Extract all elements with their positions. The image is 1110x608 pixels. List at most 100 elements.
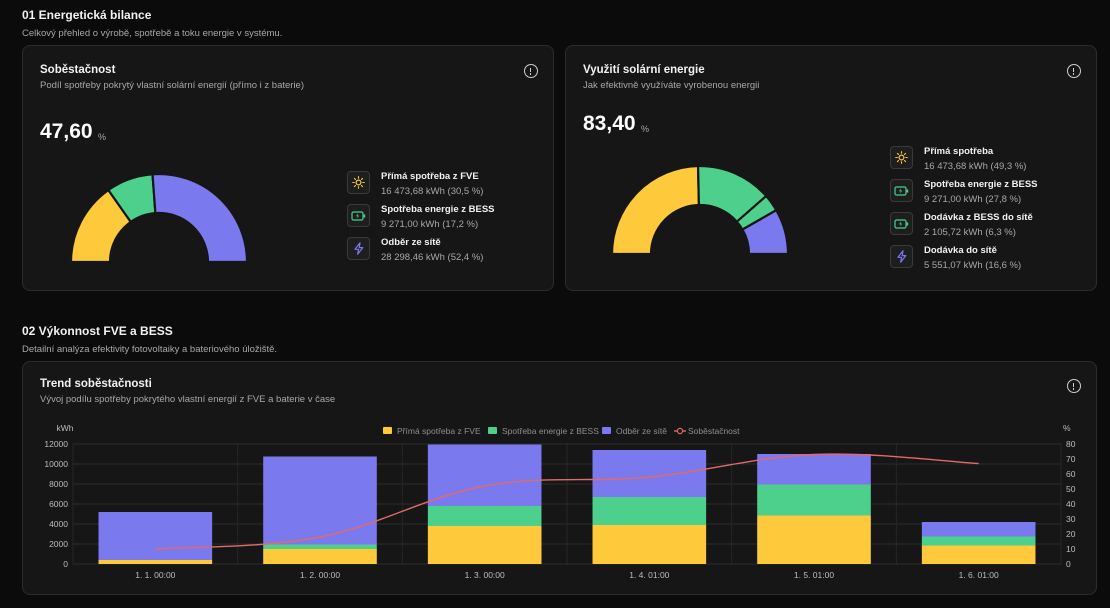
card-title: Soběstačnost (40, 64, 116, 76)
legend-item-value: 9 271,00 kWh (27,8 %) (924, 194, 1022, 205)
legend-item-value: 16 473,68 kWh (30,5 %) (381, 186, 484, 197)
legend-item-label: Přímá spotřeba z FVE (381, 171, 479, 182)
info-icon[interactable] (1067, 379, 1081, 393)
legend-item-label: Přímá spotřeba (924, 146, 994, 157)
chart-legend-label: Odběr ze sítě (616, 426, 667, 436)
bar-segment[interactable] (98, 560, 213, 564)
bar-segment[interactable] (427, 526, 542, 564)
legend-item-label: Odběr ze sítě (381, 237, 441, 248)
trend-chart: 0 2000 4000 6000 8000 10000 12000 0 10 20 30 40 50 60… (44, 423, 1076, 580)
x-tick-label: 1. 2. 00:00 (300, 570, 340, 580)
bar-segment[interactable] (98, 512, 213, 560)
chart-legend-item[interactable]: Odběr ze sítě (602, 426, 667, 436)
bar-segment[interactable] (757, 484, 871, 516)
gauge-segment-2[interactable] (151, 172, 249, 264)
gauge-segment-0[interactable] (610, 164, 701, 256)
x-tick-label: 1. 4. 01:00 (629, 570, 669, 580)
chart-legend-item[interactable]: Přímá spotřeba z FVE (383, 426, 481, 436)
solar-usage-card: Využití solární energie Jak efektivně vy… (565, 45, 1097, 291)
y-left-tick: 6000 (49, 499, 68, 509)
chart-legend-label: Přímá spotřeba z FVE (397, 426, 481, 436)
y-right-label: % (1063, 423, 1071, 433)
y-right-tick: 50 (1066, 484, 1076, 494)
solar-usage-value: 83,40 (583, 112, 636, 135)
legend-swatch (383, 427, 392, 434)
legend-item-value: 9 271,00 kWh (17,2 %) (381, 219, 479, 230)
legend-dot-swatch (676, 427, 684, 435)
legend-swatch (488, 427, 497, 434)
bar-segment[interactable] (592, 525, 707, 564)
sun-icon (347, 171, 370, 194)
legend-item-value: 16 473,68 kWh (49,3 %) (924, 161, 1027, 172)
y-right-tick: 40 (1066, 499, 1076, 509)
sun-icon (890, 146, 913, 169)
section-subtitle: Detailní analýza efektivity fotovoltaiky… (22, 344, 278, 355)
trend-card: Trend soběstačnosti Vývoj podílu spotřeb… (22, 361, 1097, 595)
bar-segment[interactable] (263, 544, 377, 550)
legend-swatch (602, 427, 611, 434)
lightning-icon (347, 237, 370, 260)
chart-legend-item[interactable]: Soběstačnost (674, 426, 740, 436)
battery-icon (890, 179, 913, 202)
y-right-tick: 80 (1066, 439, 1076, 449)
y-left-tick: 10000 (44, 459, 68, 469)
y-left-tick: 12000 (44, 439, 68, 449)
self-sufficiency-gauge (69, 172, 249, 264)
section-title: 02 Výkonnost FVE a BESS (22, 324, 173, 338)
self-sufficiency-unit: % (98, 132, 107, 142)
battery-icon (347, 204, 370, 227)
card-subtitle: Podíl spotřeby pokrytý vlastní solární e… (40, 80, 305, 91)
y-right-tick: 70 (1066, 454, 1076, 464)
card-title: Využití solární energie (583, 64, 705, 76)
bar-segment[interactable] (592, 450, 707, 497)
bar-segment[interactable] (921, 522, 1036, 537)
bar-segment[interactable] (427, 506, 542, 526)
bar-segment[interactable] (592, 497, 707, 525)
x-tick-label: 1. 1. 00:00 (135, 570, 175, 580)
x-tick-label: 1. 3. 00:00 (465, 570, 505, 580)
solar-usage-unit: % (641, 124, 650, 134)
y-right-tick: 0 (1066, 559, 1071, 569)
legend-item-label: Spotřeba energie z BESS (924, 179, 1038, 190)
battery-icon (890, 212, 913, 235)
section-title: 01 Energetická bilance (22, 8, 152, 22)
y-right-tick: 30 (1066, 514, 1076, 524)
legend-item-label: Spotřeba energie z BESS (381, 204, 495, 215)
legend-item-label: Dodávka do sítě (924, 245, 997, 256)
info-icon[interactable] (524, 64, 538, 78)
y-left-tick: 4000 (49, 519, 68, 529)
y-left-tick: 0 (63, 559, 68, 569)
x-tick-label: 1. 6. 01:00 (959, 570, 999, 580)
chart-legend-label: Soběstačnost (688, 426, 740, 436)
chart-legend-item[interactable]: Spotřeba energie z BESS (488, 426, 599, 436)
card-subtitle: Vývoj podílu spotřeby pokrytého vlastní … (40, 394, 336, 405)
legend-item-value: 28 298,46 kWh (52,4 %) (381, 252, 484, 263)
chart-legend-label: Spotřeba energie z BESS (502, 426, 599, 436)
y-left-tick: 8000 (49, 479, 68, 489)
x-tick-label: 1. 5. 01:00 (794, 570, 834, 580)
self-sufficiency-value: 47,60 (40, 120, 93, 143)
y-right-tick: 60 (1066, 469, 1076, 479)
y-left-label: kWh (57, 423, 74, 433)
bar-segment[interactable] (757, 515, 871, 565)
bar-segment[interactable] (757, 454, 871, 485)
y-right-tick: 20 (1066, 529, 1076, 539)
section-subtitle: Celkový přehled o výrobě, spotřebě a tok… (22, 28, 283, 39)
self-sufficiency-card: Soběstačnost Podíl spotřeby pokrytý vlas… (22, 45, 554, 291)
card-title: Trend soběstačnosti (40, 378, 152, 390)
bar-segment[interactable] (921, 545, 1036, 565)
bar-segment[interactable] (263, 549, 377, 564)
legend-item-label: Dodávka z BESS do sítě (924, 212, 1033, 223)
bar-segment[interactable] (263, 456, 377, 545)
y-right-tick: 10 (1066, 544, 1076, 554)
card-subtitle: Jak efektivně využíváte vyrobenou energi… (583, 80, 760, 91)
y-left-tick: 2000 (49, 539, 68, 549)
gauge-segment-3[interactable] (740, 208, 790, 256)
line-soberstacnost[interactable] (155, 453, 979, 550)
lightning-icon (890, 245, 913, 268)
legend-item-value: 2 105,72 kWh (6,3 %) (924, 227, 1016, 238)
info-icon[interactable] (1067, 64, 1081, 78)
bar-segment[interactable] (921, 536, 1036, 546)
legend-item-value: 5 551,07 kWh (16,6 %) (924, 260, 1022, 271)
solar-usage-gauge (610, 164, 790, 256)
